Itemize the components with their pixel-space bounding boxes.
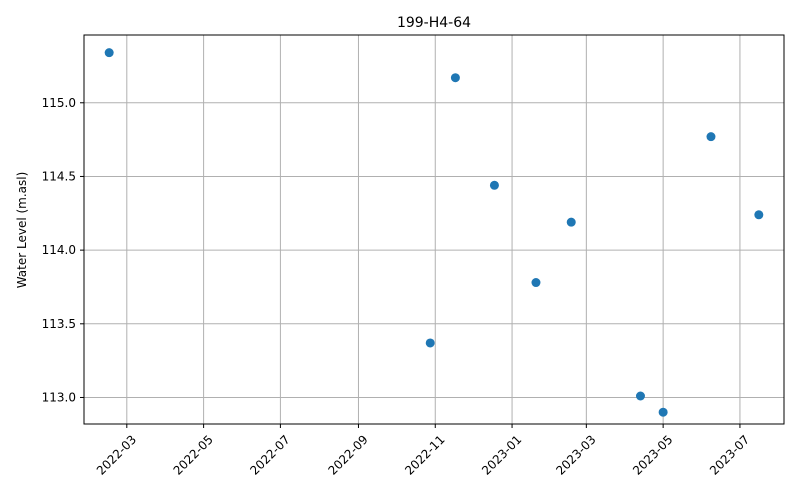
data-point (754, 210, 764, 220)
data-points (104, 48, 764, 417)
plot-frame (83, 34, 785, 425)
data-point (566, 217, 576, 227)
chart-title: 199-H4-64 (397, 15, 471, 31)
y-tick-label: 114.5 (42, 169, 76, 183)
data-point (450, 73, 460, 83)
x-tick-label: 2022-03 (94, 432, 139, 477)
x-tick-label: 2022-09 (325, 432, 370, 477)
y-axis-label: Water Level (m.asl) (15, 172, 29, 289)
x-tick-label: 2022-11 (402, 432, 447, 477)
data-point (635, 391, 645, 401)
data-point (658, 407, 668, 417)
x-tick-label: 2023-05 (630, 432, 675, 477)
y-tick-label: 113.0 (42, 390, 76, 404)
data-point (104, 48, 114, 58)
x-tick-label: 2023-03 (553, 432, 598, 477)
grid-lines (84, 35, 784, 424)
data-point (489, 180, 499, 190)
y-tick-label: 113.5 (42, 317, 76, 331)
x-tick-label: 2023-01 (479, 432, 524, 477)
data-point (706, 132, 716, 142)
x-tick-label: 2022-07 (247, 432, 292, 477)
axis-ticks: 2022-03 2022-05 2022-07 2022-09 2022-11 2023-… (42, 96, 753, 478)
x-tick-label: 2023-07 (707, 432, 752, 477)
y-tick-label: 115.0 (42, 96, 76, 110)
data-point (531, 278, 541, 288)
data-point (425, 338, 435, 348)
y-tick-label: 114.0 (42, 243, 76, 257)
x-tick-label: 2022-05 (171, 432, 216, 477)
